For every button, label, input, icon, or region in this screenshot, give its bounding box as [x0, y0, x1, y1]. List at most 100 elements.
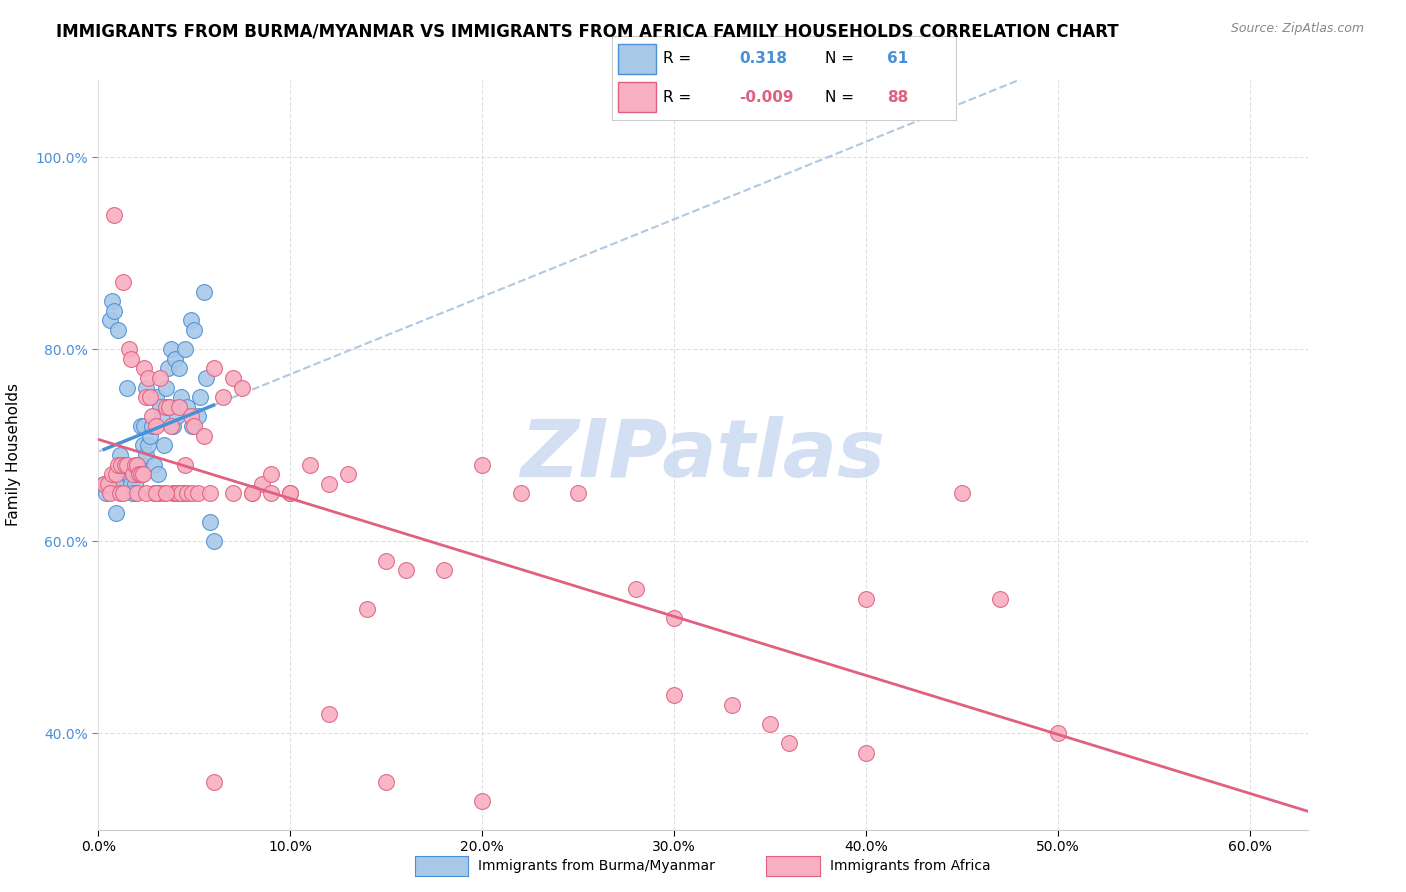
Point [94, 476, 117, 491]
Point [135, 381, 157, 395]
Point [146, 486, 169, 500]
Point [240, 486, 263, 500]
Point [162, 486, 184, 500]
Bar [619, 82, 657, 112]
Point [139, 428, 162, 442]
Point [664, 688, 686, 702]
Point [107, 323, 129, 337]
Point [125, 467, 148, 482]
Point [183, 419, 205, 434]
Point [98, 313, 121, 327]
Point [134, 361, 156, 376]
Point [107, 458, 129, 472]
Point [135, 448, 157, 462]
Point [222, 486, 245, 500]
Text: 0.318: 0.318 [740, 52, 787, 67]
Point [509, 486, 531, 500]
Point [280, 486, 302, 500]
Point [202, 361, 225, 376]
Point [145, 390, 167, 404]
Point [110, 476, 132, 491]
Text: Immigrants from Africa: Immigrants from Africa [830, 859, 990, 873]
Point [108, 486, 131, 500]
Point [202, 534, 225, 549]
Point [143, 458, 166, 472]
Point [950, 486, 973, 500]
Point [176, 486, 198, 500]
Point [143, 486, 166, 500]
Point [135, 390, 157, 404]
Point [94, 486, 117, 500]
Point [110, 458, 132, 472]
Point [855, 746, 877, 760]
Text: 61: 61 [887, 52, 908, 67]
Point [122, 486, 145, 500]
Point [156, 361, 179, 376]
Point [165, 486, 187, 500]
Point [173, 458, 195, 472]
Point [128, 467, 150, 482]
Point [122, 486, 145, 500]
Point [97, 476, 120, 491]
Point [159, 400, 181, 414]
Point [187, 486, 209, 500]
Point [162, 419, 184, 434]
Point [152, 486, 174, 500]
Y-axis label: Family Households: Family Households [7, 384, 21, 526]
Point [1047, 726, 1070, 740]
Point [172, 486, 194, 500]
Point [145, 486, 167, 500]
Point [318, 707, 340, 722]
Point [170, 486, 193, 500]
Point [134, 419, 156, 434]
Point [198, 515, 221, 529]
Point [104, 506, 127, 520]
Point [173, 343, 195, 357]
Point [567, 486, 589, 500]
Point [129, 467, 152, 482]
Point [180, 313, 202, 327]
Point [118, 343, 141, 357]
Point [124, 458, 146, 472]
Text: -0.009: -0.009 [740, 89, 793, 104]
Point [118, 467, 141, 482]
Point [112, 486, 135, 500]
Text: 88: 88 [887, 89, 908, 104]
Point [160, 343, 183, 357]
Point [114, 458, 136, 472]
Point [167, 361, 190, 376]
Point [152, 438, 174, 452]
Point [129, 458, 152, 472]
Point [125, 486, 148, 500]
Point [103, 303, 125, 318]
Point [104, 467, 127, 482]
Point [318, 476, 340, 491]
Point [181, 486, 204, 500]
Point [136, 438, 159, 452]
Point [166, 409, 188, 424]
Point [149, 400, 172, 414]
Point [375, 553, 398, 567]
Point [250, 476, 273, 491]
Point [135, 486, 157, 500]
Point [115, 467, 138, 482]
Point [394, 563, 416, 577]
Point [471, 458, 494, 472]
Point [103, 208, 125, 222]
Point [167, 400, 190, 414]
Point [136, 371, 159, 385]
Text: N =: N = [825, 89, 855, 104]
Point [146, 467, 169, 482]
Text: IMMIGRANTS FROM BURMA/MYANMAR VS IMMIGRANTS FROM AFRICA FAMILY HOUSEHOLDS CORREL: IMMIGRANTS FROM BURMA/MYANMAR VS IMMIGRA… [56, 22, 1119, 40]
Point [183, 323, 205, 337]
Point [624, 582, 647, 597]
Text: R =: R = [664, 89, 692, 104]
Point [97, 482, 120, 496]
Point [101, 294, 124, 309]
Point [149, 371, 172, 385]
Bar [619, 44, 657, 74]
Point [166, 486, 188, 500]
Point [280, 486, 302, 500]
Text: N =: N = [825, 52, 855, 67]
Point [181, 419, 204, 434]
